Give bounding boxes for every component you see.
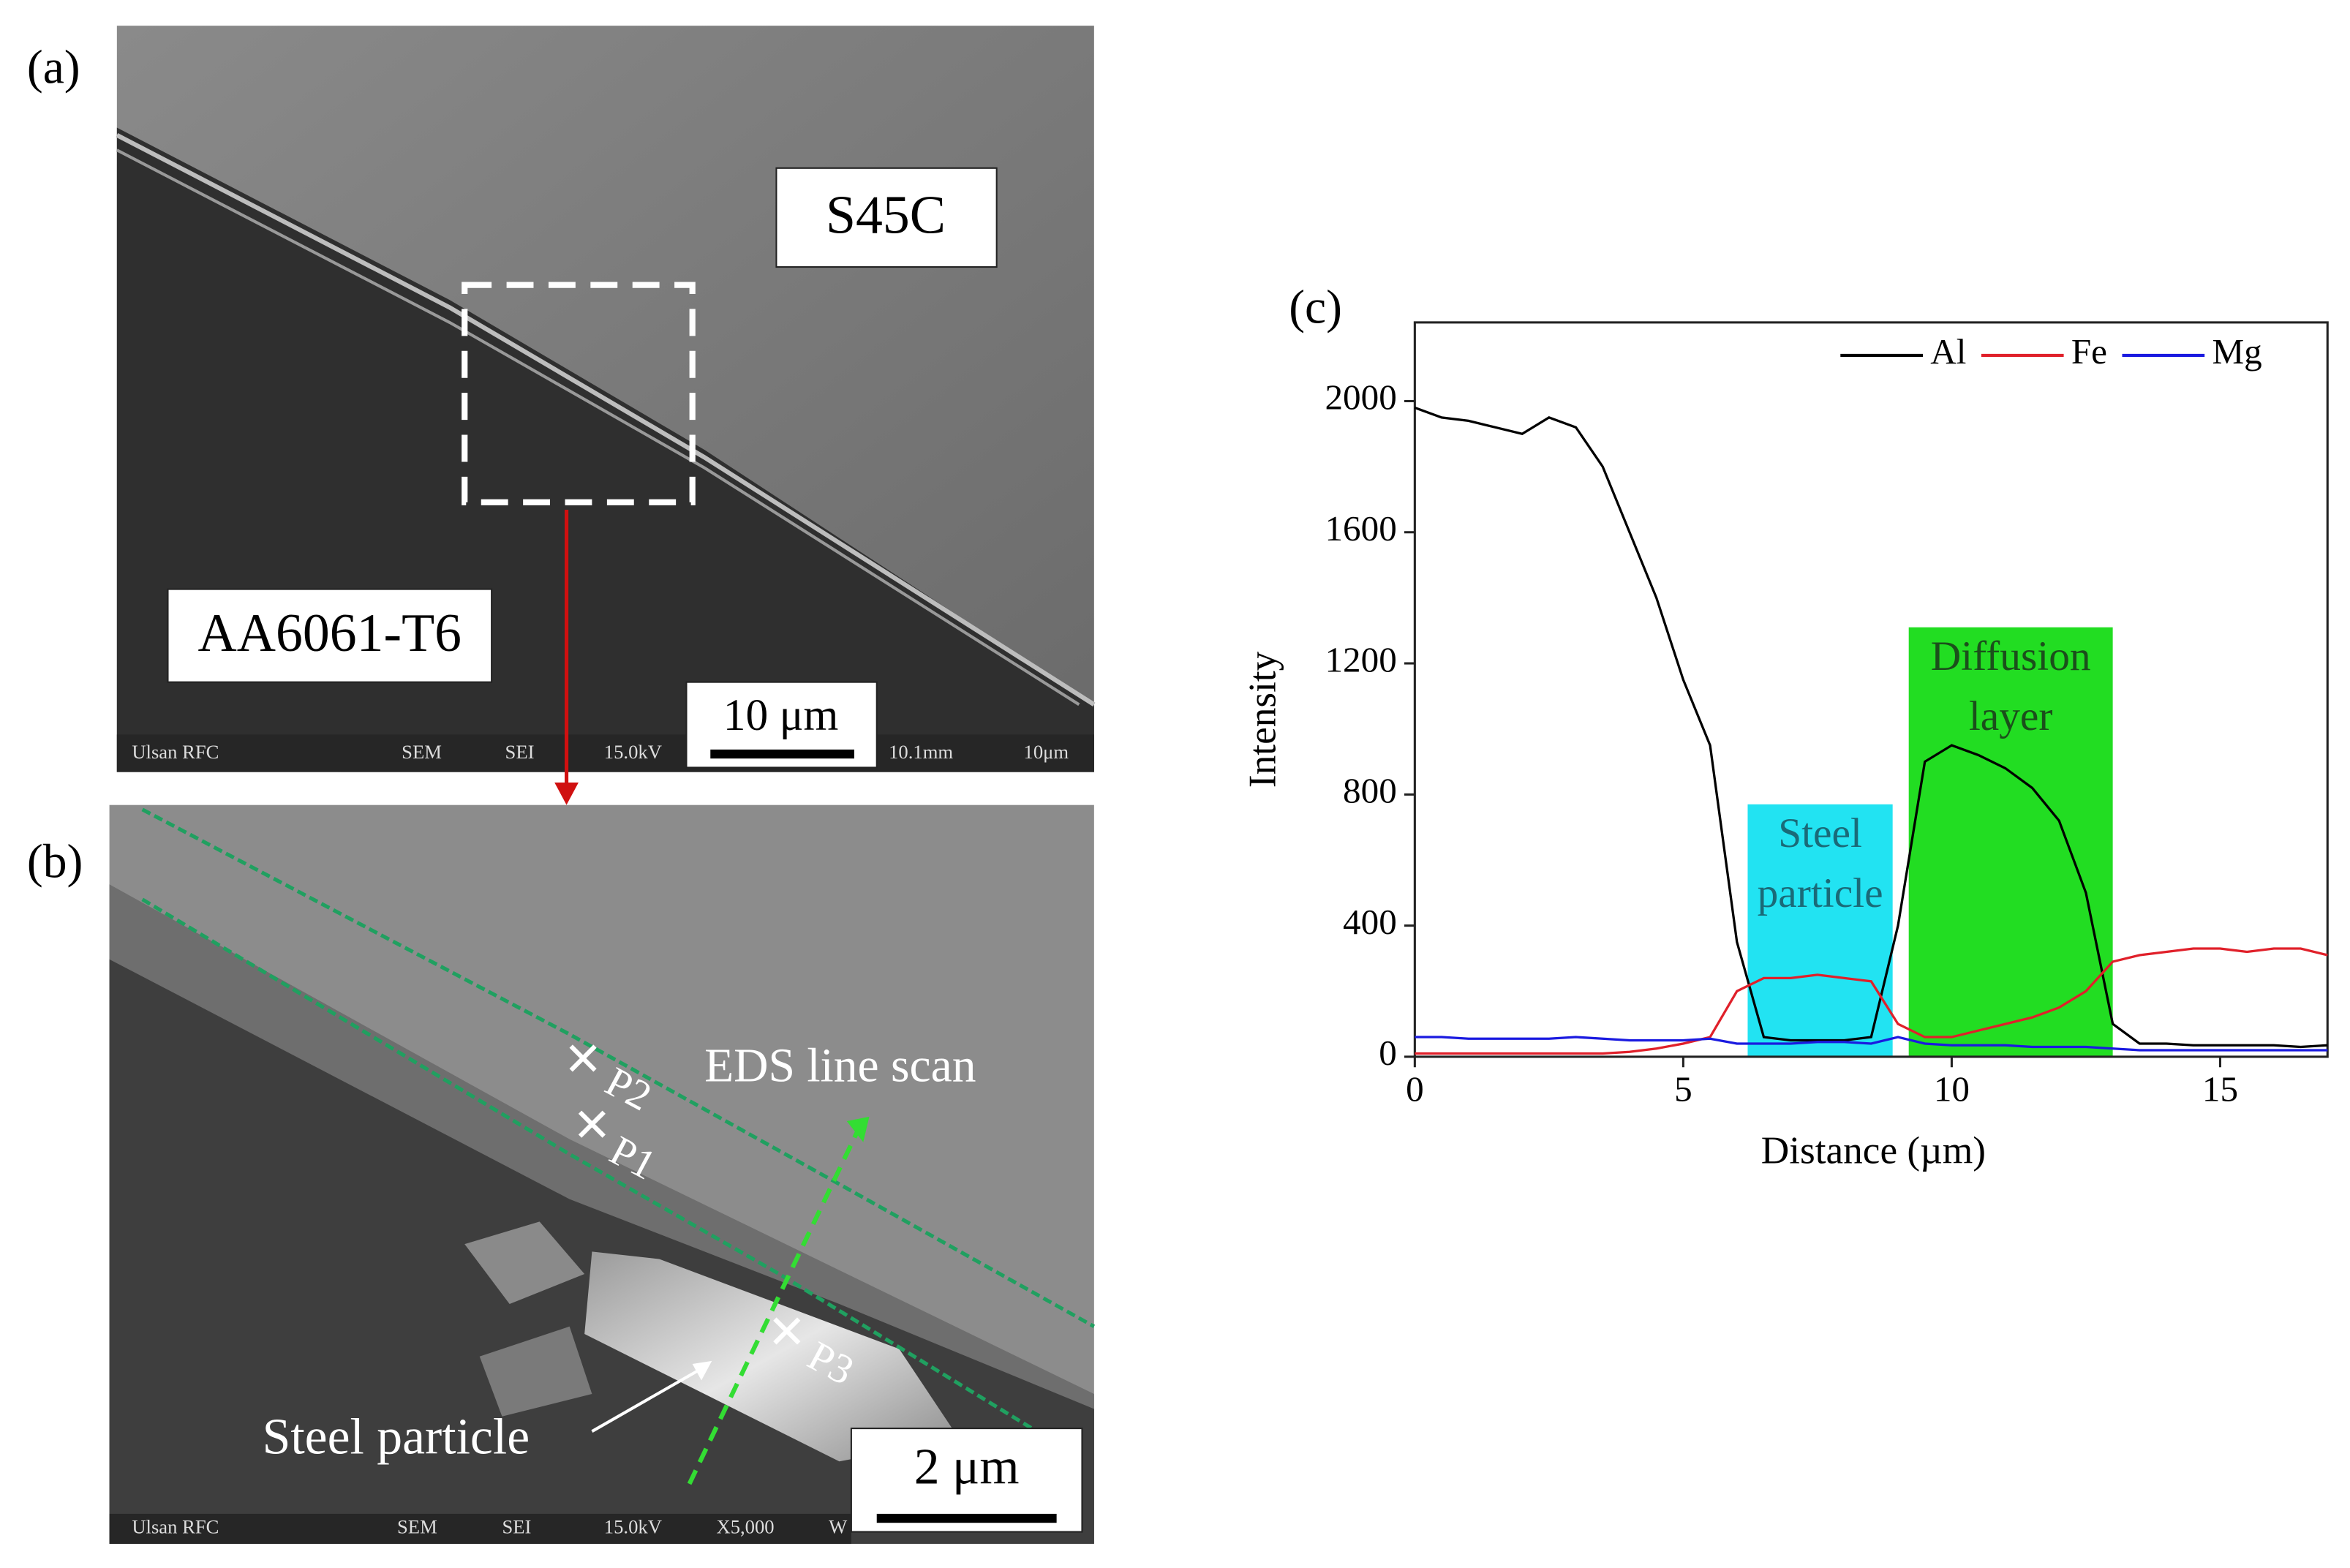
y-tick-label: 1200: [1325, 639, 1396, 679]
arrow-head: [846, 1116, 870, 1142]
footer-item: 15.0kV: [604, 1516, 662, 1538]
cross: [569, 1044, 597, 1072]
legend-label: Mg: [2212, 331, 2262, 372]
legend-label: Al: [1930, 331, 1966, 372]
plot-frame: [1413, 321, 2329, 1058]
panel-b: (b) EDS line scan P2 P1 P3 Steel particl…: [27, 804, 1096, 1544]
scale-bar: [710, 749, 854, 759]
panel-label: (c): [1289, 282, 1342, 334]
panel-label: (b): [27, 836, 83, 889]
footer-item: SEI: [502, 1516, 531, 1538]
y-axis-label: Intensity: [1241, 651, 1284, 788]
footer-item: Ulsan RFC: [132, 1516, 219, 1538]
particle-label: Steel particle: [263, 1409, 530, 1466]
scan-label: EDS line scan: [704, 1039, 976, 1092]
label-box: [167, 588, 493, 683]
panel-label: (a): [27, 42, 80, 94]
shaded-region: [1747, 804, 1893, 1057]
particle: [479, 1326, 592, 1417]
legend-label: Fe: [2071, 331, 2107, 372]
series-line: [1415, 947, 2328, 1055]
material-label: AA6061-T6: [198, 603, 462, 663]
region-label: layer: [1969, 693, 2053, 739]
x-axis-label: Distance (µm): [1761, 1128, 1986, 1172]
boundary-line: [141, 897, 1050, 1441]
scale-label: 10 μm: [723, 690, 839, 740]
arrow-head: [554, 782, 579, 805]
scale-label: 2 μm: [914, 1439, 1020, 1496]
scale-bar: [876, 1513, 1057, 1523]
pointer: [591, 1365, 706, 1433]
x-tick-label: 5: [1674, 1068, 1692, 1109]
sem-footer: [116, 734, 1094, 772]
interface: [116, 133, 1096, 706]
sem-footer-text: Ulsan RFC SEM SEI 15.0kV X5,000 W: [109, 1513, 851, 1544]
region-label: Steel: [1778, 810, 1862, 856]
series-line: [1414, 406, 2328, 1049]
y-tick-label: 400: [1343, 902, 1397, 942]
y-tick-label: 800: [1343, 771, 1397, 811]
steel-particle: [584, 1251, 960, 1462]
footer-item: 15.0kV: [604, 741, 662, 763]
point-markers: [569, 1044, 801, 1345]
arrow-head: [692, 1360, 712, 1381]
footer-item: 10μm: [1024, 741, 1069, 763]
eds-scan-line: [687, 1131, 859, 1485]
cross: [773, 1317, 801, 1345]
x-tick-label: 15: [2202, 1068, 2238, 1109]
interface: [116, 148, 1080, 706]
zoom-box: [462, 282, 696, 505]
sem-footer-text: Ulsan RFC SEM SEI 15.0kV 10.1mm 10μm: [132, 741, 1069, 763]
material-label: S45C: [826, 184, 946, 244]
panel-c: (c) Intensity Distance (µm) Steel particl…: [1241, 282, 2329, 1172]
region-label: particle: [1758, 870, 1883, 916]
cross: [578, 1110, 606, 1138]
shaded-region: [1908, 627, 2113, 1057]
y-tick-label: 0: [1379, 1033, 1397, 1073]
footer-item: SEM: [402, 741, 442, 763]
footer-item: SEM: [397, 1516, 437, 1538]
x-tick-label: 10: [1934, 1068, 1970, 1109]
x-tick-label: 0: [1406, 1068, 1424, 1109]
footer-item: X5,000: [716, 1516, 774, 1538]
boundary-line: [141, 807, 1096, 1329]
y-tick-label: 1600: [1325, 508, 1396, 549]
footer-item: SEI: [505, 741, 535, 763]
footer-item: 10.1mm: [889, 741, 953, 763]
sem-footer: [109, 1513, 851, 1544]
panel-a: (a) S45C AA6061-T6 10 μm Ulsan RFC SEM SEI…: [27, 26, 1096, 805]
region-label: Diffusion: [1931, 633, 2091, 679]
footer-item: Ulsan RFC: [132, 741, 219, 763]
footer-item: W: [829, 1516, 848, 1538]
y-tick-label: 2000: [1325, 377, 1396, 418]
label-box: [775, 167, 998, 268]
series-line: [1415, 1036, 2328, 1052]
particle: [464, 1221, 585, 1305]
